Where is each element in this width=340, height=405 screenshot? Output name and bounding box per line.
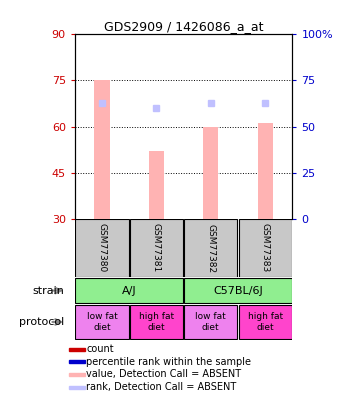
Text: protocol: protocol (19, 317, 65, 327)
Text: high fat
diet: high fat diet (139, 312, 174, 332)
Text: high fat
diet: high fat diet (248, 312, 283, 332)
Text: percentile rank within the sample: percentile rank within the sample (86, 357, 251, 367)
Bar (184, 219, 237, 277)
Bar (149, 151, 164, 219)
Bar (75, 279, 183, 303)
Bar (184, 305, 237, 339)
Bar (203, 126, 218, 219)
Bar (239, 305, 292, 339)
Bar (95, 81, 109, 219)
Text: value, Detection Call = ABSENT: value, Detection Call = ABSENT (86, 369, 241, 379)
Text: GSM77380: GSM77380 (98, 224, 106, 273)
Bar (69, 386, 85, 388)
Text: GSM77382: GSM77382 (206, 224, 215, 273)
Text: low fat
diet: low fat diet (195, 312, 226, 332)
Text: rank, Detection Call = ABSENT: rank, Detection Call = ABSENT (86, 382, 236, 392)
Bar (184, 279, 292, 303)
Bar (69, 348, 85, 351)
Title: GDS2909 / 1426086_a_at: GDS2909 / 1426086_a_at (104, 20, 264, 33)
Bar (130, 305, 183, 339)
Text: count: count (86, 344, 114, 354)
Text: low fat
diet: low fat diet (87, 312, 117, 332)
Text: C57BL/6J: C57BL/6J (213, 286, 263, 296)
Bar (75, 219, 129, 277)
Bar (69, 360, 85, 363)
Text: GSM77383: GSM77383 (261, 224, 270, 273)
Bar (130, 219, 183, 277)
Bar (239, 219, 292, 277)
Bar (258, 124, 273, 219)
Text: GSM77381: GSM77381 (152, 224, 161, 273)
Text: A/J: A/J (122, 286, 137, 296)
Bar (75, 305, 129, 339)
Bar (69, 373, 85, 376)
Text: strain: strain (33, 286, 65, 296)
